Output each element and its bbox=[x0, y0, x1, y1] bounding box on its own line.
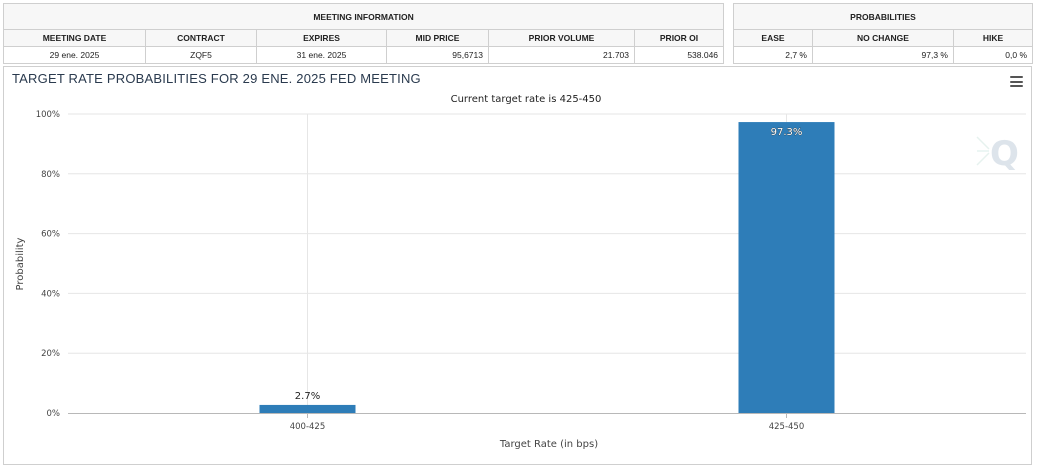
bar-425-450[interactable] bbox=[738, 122, 835, 413]
header-prior-oi: PRIOR OI bbox=[633, 29, 725, 47]
y-tick-label: 40% bbox=[41, 289, 60, 299]
q-logo-watermark: Q bbox=[976, 134, 1019, 174]
value-hike: 0,0 % bbox=[952, 46, 1034, 64]
y-tick-label: 80% bbox=[41, 170, 60, 180]
header-hike: HIKE bbox=[952, 29, 1034, 47]
chart-panel: Current target rate is 425-450 Q 2.7% 97.… bbox=[3, 66, 1032, 465]
x-tick-label: 400-425 bbox=[290, 422, 326, 432]
header-mid-price: MID PRICE bbox=[386, 29, 489, 47]
header-prior-volume: PRIOR VOLUME bbox=[488, 29, 635, 47]
value-ease: 2,7 % bbox=[733, 46, 813, 64]
data-label-400-425: 2.7% bbox=[295, 391, 320, 402]
bar-400-425[interactable] bbox=[259, 404, 356, 413]
y-tick-label: 60% bbox=[41, 230, 60, 240]
header-expires: EXPIRES bbox=[256, 29, 387, 47]
value-prior-volume: 21.703 bbox=[488, 46, 635, 64]
value-expires: 31 ene. 2025 bbox=[256, 46, 387, 64]
bars: 2.7% 97.3% bbox=[259, 122, 835, 413]
value-no-change: 97,3 % bbox=[812, 46, 954, 64]
header-no-change: NO CHANGE bbox=[812, 29, 954, 47]
x-axis-title: Target Rate (in bps) bbox=[499, 439, 598, 450]
chart-title: TARGET RATE PROBABILITIES FOR 29 ENE. 20… bbox=[12, 71, 421, 86]
value-prior-oi: 538.046 bbox=[633, 46, 725, 64]
y-axis-title: Probability bbox=[15, 237, 26, 290]
probability-bar-chart: Current target rate is 425-450 Q 2.7% 97.… bbox=[15, 94, 1026, 450]
value-mid-price: 95,6713 bbox=[386, 46, 489, 64]
value-meeting-date: 29 ene. 2025 bbox=[3, 46, 146, 64]
meeting-information-heading: MEETING INFORMATION bbox=[2, 3, 725, 30]
header-contract: CONTRACT bbox=[145, 29, 257, 47]
y-tick-label: 20% bbox=[41, 349, 60, 359]
header-ease: EASE bbox=[733, 29, 813, 47]
y-tick-label: 100% bbox=[36, 110, 60, 120]
chart-subtitle: Current target rate is 425-450 bbox=[451, 94, 602, 105]
hamburger-menu-icon[interactable] bbox=[1010, 76, 1023, 87]
x-tick-label: 425-450 bbox=[769, 422, 805, 432]
value-contract: ZQF5 bbox=[145, 46, 257, 64]
svg-text:Q: Q bbox=[990, 134, 1019, 174]
y-tick-label: 0% bbox=[47, 409, 61, 419]
probabilities-heading: PROBABILITIES bbox=[732, 3, 1034, 30]
data-label-425-450: 97.3% bbox=[771, 127, 803, 138]
probabilities-table: PROBABILITIES EASE NO CHANGE HIKE 2,7 % … bbox=[732, 3, 1034, 64]
axes: 0% 20% 40% 60% 80% 100% 400-425 425-450 bbox=[36, 110, 1026, 432]
gridlines bbox=[68, 113, 1026, 413]
header-meeting-date: MEETING DATE bbox=[3, 29, 146, 47]
meeting-information-table: MEETING INFORMATION MEETING DATE CONTRAC… bbox=[2, 3, 725, 64]
